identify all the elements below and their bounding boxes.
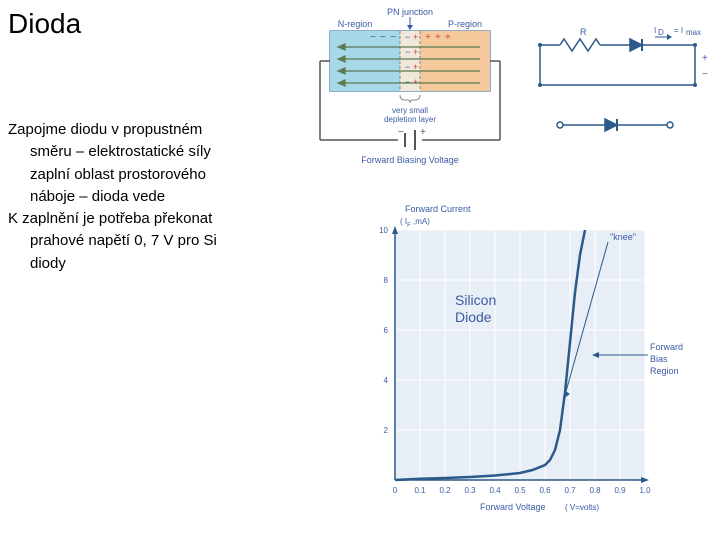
voltage-label: Forward Biasing Voltage xyxy=(361,155,459,165)
svg-text:1.0: 1.0 xyxy=(639,486,651,495)
chart-ylabel-unit: ( IF ,mA) xyxy=(400,217,430,229)
svg-text:−: − xyxy=(390,32,396,43)
svg-text:= I: = I xyxy=(674,26,683,35)
svg-text:−: − xyxy=(398,127,404,138)
svg-text:−: − xyxy=(380,32,386,43)
chart-xlabel-unit: ( V=volts) xyxy=(565,503,599,512)
p2-l3: diody xyxy=(8,254,298,274)
svg-text:0.2: 0.2 xyxy=(439,486,451,495)
p1-l4: náboje – dioda vede xyxy=(8,187,298,207)
svg-text:+: + xyxy=(435,32,441,43)
svg-text:0.9: 0.9 xyxy=(614,486,626,495)
p2-l1: K zaplnění je potřeba překonat xyxy=(8,209,298,229)
silicon-label: Silicon xyxy=(455,292,496,308)
chart-ylabel: Forward Current xyxy=(405,204,471,214)
region-label-2: Bias xyxy=(650,354,668,364)
chart-xlabel: Forward Voltage xyxy=(480,502,546,512)
depletion-label-2: depletion layer xyxy=(384,115,436,124)
svg-text:0: 0 xyxy=(393,486,398,495)
p1-l3: zaplní oblast prostorového xyxy=(8,165,298,185)
svg-text:+: + xyxy=(413,77,418,87)
body-text: Zapojme diodu v propustném směru – elekt… xyxy=(8,120,298,276)
iv-chart: Forward Current ( IF ,mA) 0 0.1 0.2 0.3 0.4 0… xyxy=(340,200,710,530)
knee-label: "knee" xyxy=(610,232,636,242)
svg-text:+: + xyxy=(413,47,418,57)
svg-text:+: + xyxy=(413,32,418,42)
region-label-1: Forward xyxy=(650,342,683,352)
svg-text:max: max xyxy=(686,28,701,37)
circuit-diagram: R I D = I max + − xyxy=(530,25,710,165)
p2-l2: prahové napětí 0, 7 V pro Si xyxy=(8,231,298,251)
svg-text:+: + xyxy=(445,32,451,43)
p1-l2: směru – elektrostatické síly xyxy=(8,142,298,162)
n-region-label: N-region xyxy=(338,19,373,29)
r-label: R xyxy=(580,27,587,37)
svg-text:−: − xyxy=(405,77,410,87)
svg-text:+: + xyxy=(420,127,426,138)
svg-text:0.7: 0.7 xyxy=(564,486,576,495)
svg-text:0.5: 0.5 xyxy=(514,486,526,495)
id-label: I xyxy=(654,26,656,35)
svg-text:10: 10 xyxy=(379,226,388,235)
svg-text:0.6: 0.6 xyxy=(539,486,551,495)
svg-text:0.3: 0.3 xyxy=(464,486,476,495)
diode-label: Diode xyxy=(455,309,492,325)
p-region-label: P-region xyxy=(448,19,482,29)
svg-text:0.1: 0.1 xyxy=(414,486,426,495)
svg-text:0.8: 0.8 xyxy=(589,486,601,495)
svg-text:−: − xyxy=(405,32,410,42)
region-label-3: Region xyxy=(650,366,679,376)
svg-text:−: − xyxy=(370,32,376,43)
svg-text:0.4: 0.4 xyxy=(489,486,501,495)
junction-title: PN junction xyxy=(387,7,433,17)
pn-junction-diagram: PN junction N-region P-region − − − − + … xyxy=(310,5,510,175)
page-title: Dioda xyxy=(8,8,81,40)
svg-text:+: + xyxy=(425,32,431,43)
depletion-label-1: very small xyxy=(392,106,428,115)
svg-text:+: + xyxy=(702,53,708,64)
svg-text:D: D xyxy=(658,28,664,37)
svg-text:−: − xyxy=(702,69,708,80)
svg-text:6: 6 xyxy=(384,326,389,335)
svg-text:−: − xyxy=(405,47,410,57)
svg-text:4: 4 xyxy=(384,376,389,385)
svg-text:2: 2 xyxy=(384,426,389,435)
p1-l1: Zapojme diodu v propustném xyxy=(8,120,298,140)
svg-text:8: 8 xyxy=(384,276,389,285)
